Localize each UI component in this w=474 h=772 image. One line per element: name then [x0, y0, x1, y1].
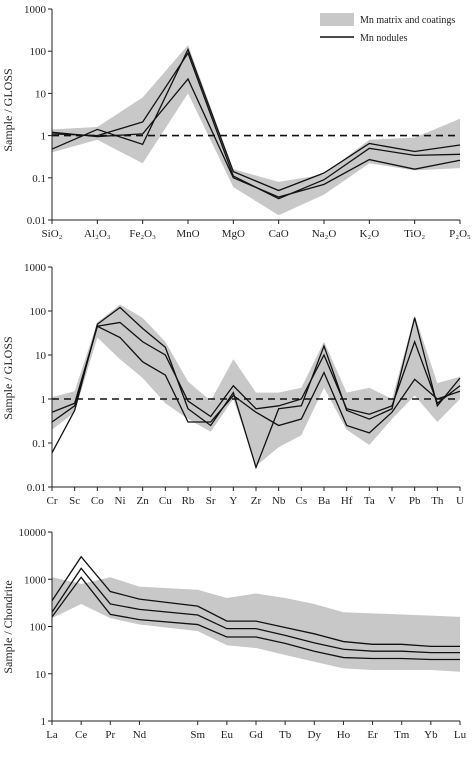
- x-tick-label: Lu: [454, 729, 467, 741]
- x-tick-label: Cs: [296, 495, 308, 507]
- y-tick-label: 100: [30, 622, 47, 634]
- series-line-3: [51, 576, 460, 661]
- y-tick-label: 1: [41, 394, 47, 406]
- series-line-2: [51, 321, 461, 423]
- x-tick-label: Na₂O: [312, 228, 337, 240]
- x-tick-label: Pb: [409, 495, 421, 507]
- y-tick-label: 0.01: [27, 482, 46, 494]
- x-tick-label: TiO₂: [404, 228, 425, 240]
- x-tick-label: Cu: [159, 495, 172, 507]
- x-tick-label: Zr: [251, 495, 262, 507]
- y-tick-label: 0.1: [32, 438, 46, 450]
- y-tick-label: 1: [41, 131, 47, 143]
- y-tick-label: 0.01: [27, 215, 46, 227]
- x-tick-label: Sc: [69, 495, 80, 507]
- x-tick-label: U: [456, 495, 464, 507]
- y-tick-label: 10: [35, 350, 47, 362]
- legend-label-band: Mn matrix and coatings: [360, 15, 455, 26]
- y-axis-label: Sample / Chondrite: [1, 580, 15, 673]
- x-tick-label: Sm: [190, 729, 205, 741]
- y-tick-label: 10: [35, 669, 47, 681]
- x-tick-label: Dy: [308, 729, 322, 741]
- x-tick-label: SiO₂: [42, 228, 63, 240]
- x-tick-label: Zn: [137, 495, 150, 507]
- panel-ree: Sample / Chondrite 1 10 100 1000 10000 La Ce Pr…: [1, 527, 467, 741]
- series-line-2: [51, 567, 460, 654]
- x-tick-label: La: [46, 729, 58, 741]
- legend-swatch-band: [320, 13, 354, 26]
- y-axis-label: Sample / GLOSS: [1, 336, 15, 419]
- x-tick-label: Yb: [424, 729, 438, 741]
- panel-major-elements: Sample / GLOSS Mn matrix and coatings Mn…: [1, 4, 471, 240]
- series-line-1: [51, 306, 461, 470]
- x-tick-label: Er: [367, 729, 378, 741]
- y-tick-label: 100: [30, 46, 47, 58]
- x-tick-label: Cr: [47, 495, 58, 507]
- series-line-3: [51, 325, 461, 434]
- x-tick-label: CaO: [269, 228, 289, 240]
- x-tick-label: Tb: [279, 729, 292, 741]
- x-tick-label: V: [388, 495, 396, 507]
- x-tick-label: Eu: [221, 729, 234, 741]
- x-tick-label: Co: [91, 495, 104, 507]
- y-tick-label: 10000: [19, 527, 47, 539]
- x-tick-label: Hf: [341, 495, 353, 507]
- x-tick-label: Sr: [206, 495, 216, 507]
- range-band: [52, 577, 460, 672]
- x-tick-label: Ba: [318, 495, 330, 507]
- x-tick-label: P₂O₅: [449, 228, 471, 240]
- x-tick-label: Ta: [364, 495, 375, 507]
- x-tick-label: K₂O: [359, 228, 379, 240]
- x-tick-label: Nd: [133, 729, 147, 741]
- series-line-1: [51, 47, 461, 192]
- y-tick-label: 1000: [24, 4, 47, 16]
- legend: Mn matrix and coatings Mn nodules: [320, 13, 455, 44]
- x-tick-label: Th: [431, 495, 444, 507]
- x-tick-label: MgO: [222, 228, 245, 240]
- series-line-1: [51, 555, 460, 648]
- x-tick-label: Ho: [337, 729, 351, 741]
- legend-label-line: Mn nodules: [360, 33, 408, 44]
- x-tick-label: Al₂O₃: [84, 228, 111, 240]
- x-tick-label: Nb: [272, 495, 286, 507]
- x-tick-label: Fe₂O₃: [129, 228, 156, 240]
- x-tick-label: Gd: [249, 729, 263, 741]
- x-tick-label: Rb: [182, 495, 195, 507]
- range-band: [52, 304, 460, 467]
- range-band: [52, 45, 460, 216]
- y-tick-label: 1000: [24, 574, 47, 586]
- y-tick-label: 1000: [24, 262, 47, 274]
- x-tick-label: Y: [229, 495, 237, 507]
- x-tick-label: Tm: [394, 729, 410, 741]
- x-tick-label: Ni: [115, 495, 126, 507]
- y-tick-label: 1: [41, 716, 47, 728]
- x-tick-label: Pr: [105, 729, 115, 741]
- y-tick-label: 10: [35, 88, 47, 100]
- y-axis-label: Sample / GLOSS: [1, 68, 15, 151]
- panel-trace-elements: Sample / GLOSS 0.01 0.1 1 10 100 1000 Cr Sc Co Ni…: [1, 262, 464, 507]
- x-tick-label: MnO: [176, 228, 199, 240]
- series-line-3: [51, 77, 461, 198]
- y-tick-label: 0.1: [32, 173, 46, 185]
- x-tick-label: Ce: [75, 729, 87, 741]
- y-tick-label: 100: [30, 306, 47, 318]
